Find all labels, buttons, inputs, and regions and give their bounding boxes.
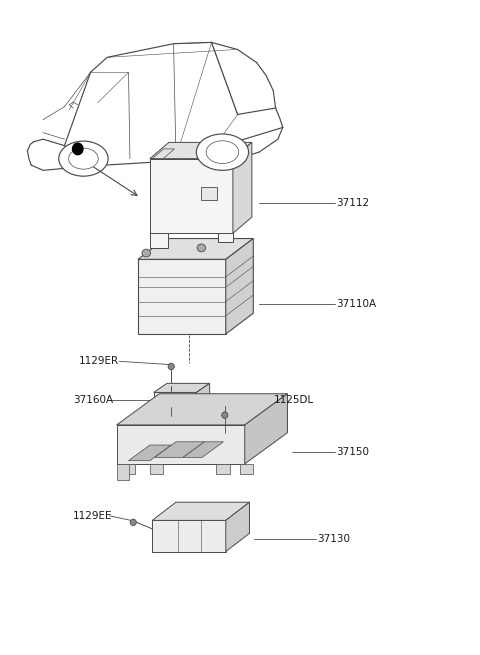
Polygon shape (129, 445, 171, 460)
Polygon shape (196, 383, 210, 407)
Polygon shape (240, 464, 253, 474)
Polygon shape (154, 392, 196, 407)
Polygon shape (155, 442, 204, 457)
Polygon shape (152, 149, 175, 159)
Text: 37150: 37150 (336, 447, 369, 457)
Polygon shape (226, 502, 250, 552)
Ellipse shape (69, 148, 98, 169)
Polygon shape (117, 394, 288, 425)
Polygon shape (233, 142, 252, 233)
Text: 1125DL: 1125DL (274, 395, 314, 405)
Ellipse shape (211, 534, 217, 542)
Polygon shape (150, 464, 163, 474)
Polygon shape (150, 159, 233, 233)
Polygon shape (245, 394, 288, 464)
Polygon shape (226, 238, 253, 334)
Ellipse shape (168, 364, 174, 369)
Ellipse shape (222, 412, 228, 419)
Text: 37130: 37130 (317, 534, 350, 544)
Ellipse shape (72, 142, 84, 155)
Ellipse shape (194, 534, 201, 542)
Ellipse shape (59, 141, 108, 176)
Polygon shape (150, 142, 252, 159)
Polygon shape (218, 233, 233, 242)
Ellipse shape (161, 534, 168, 542)
Polygon shape (138, 238, 253, 259)
Ellipse shape (197, 244, 205, 252)
Text: 1129ER: 1129ER (79, 356, 119, 366)
Polygon shape (121, 464, 135, 474)
Text: 37160A: 37160A (73, 394, 113, 405)
Polygon shape (150, 233, 168, 248)
Ellipse shape (206, 141, 239, 164)
Ellipse shape (142, 249, 151, 257)
Polygon shape (183, 442, 223, 457)
Text: 37112: 37112 (336, 198, 370, 208)
Text: 37110A: 37110A (336, 299, 376, 309)
Ellipse shape (130, 519, 136, 525)
Polygon shape (117, 464, 129, 480)
Text: 1129EE: 1129EE (73, 511, 112, 521)
Polygon shape (138, 259, 226, 334)
Ellipse shape (196, 134, 249, 170)
Ellipse shape (178, 534, 184, 542)
Polygon shape (216, 464, 229, 474)
Polygon shape (152, 502, 250, 520)
Polygon shape (152, 520, 226, 552)
Polygon shape (154, 383, 210, 392)
Polygon shape (117, 425, 245, 464)
Polygon shape (201, 187, 216, 200)
